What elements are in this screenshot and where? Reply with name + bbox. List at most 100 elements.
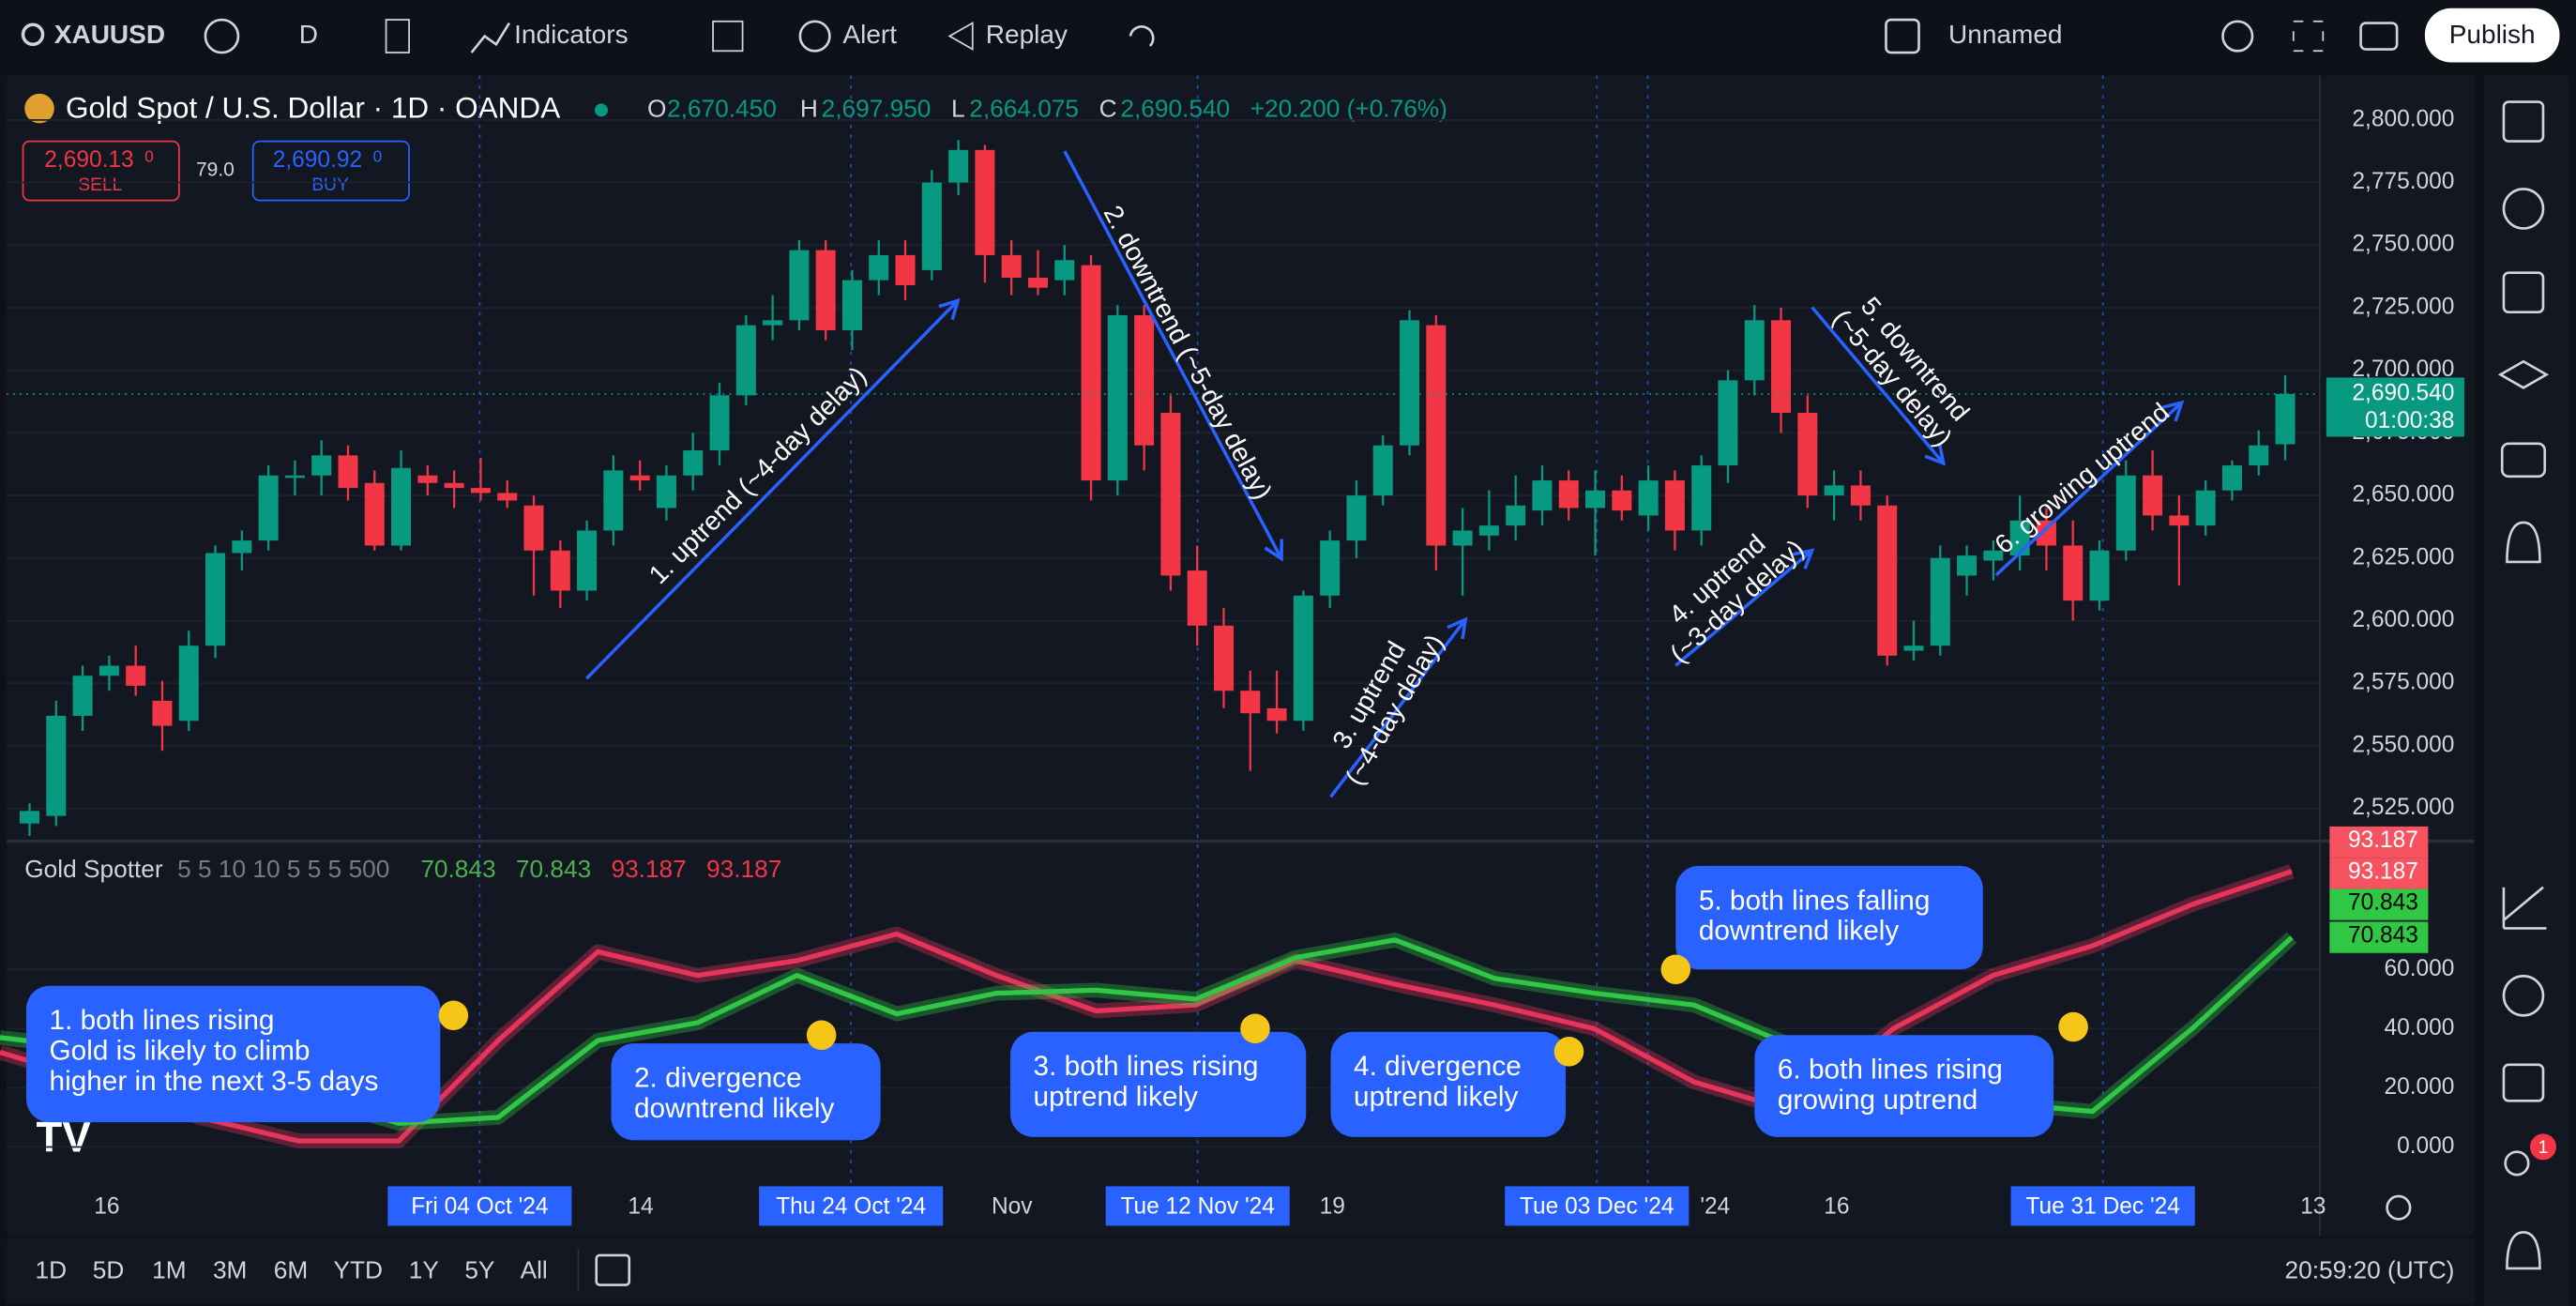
notifications-icon[interactable] <box>2506 521 2541 564</box>
countdown: 01:00:38 <box>2365 408 2454 433</box>
replay-button[interactable]: Replay <box>986 20 1068 49</box>
price-tick-label: 2,650.000 <box>2352 482 2454 508</box>
alerts-icon[interactable] <box>2502 188 2545 230</box>
range-button[interactable]: 1D <box>36 1255 68 1283</box>
publish-bg[interactable] <box>2424 8 2560 63</box>
legend-title: Gold Spot / U.S. Dollar · 1D · OANDA <box>66 91 560 125</box>
templates-icon[interactable] <box>712 20 744 53</box>
screener-icon[interactable] <box>2502 974 2545 1017</box>
arrow-head <box>1447 616 1468 640</box>
interval[interactable]: D <box>299 20 318 49</box>
candle-body <box>1266 707 1287 721</box>
candle-body <box>921 182 942 270</box>
range-button[interactable]: 5D <box>93 1255 125 1283</box>
candle-body <box>1426 325 1447 546</box>
arrow-head <box>1792 548 1815 569</box>
candle-body <box>444 482 464 489</box>
x-tick-label: Tue 12 Nov '24 <box>1120 1194 1274 1220</box>
x-tick-label: Tue 31 Dec '24 <box>2025 1194 2179 1220</box>
candle-body <box>1718 380 1738 466</box>
range-button[interactable]: YTD <box>334 1255 384 1283</box>
community-icon[interactable] <box>2504 1150 2530 1177</box>
annotation-arrow <box>584 299 960 680</box>
range-button[interactable]: 5Y <box>464 1255 494 1283</box>
range-button[interactable]: All <box>521 1255 548 1283</box>
price-tick-label: 2,550.000 <box>2352 732 2454 757</box>
candle-body <box>1903 645 1924 651</box>
candle-body <box>1797 413 1818 496</box>
annotation-arrow <box>1329 618 1467 798</box>
layout-name[interactable]: Unnamed <box>1948 20 2062 49</box>
x-tick-label: '24 <box>1700 1194 1730 1220</box>
candle-body <box>338 455 358 489</box>
indicator-tick-label: 0.000 <box>2397 1133 2454 1159</box>
x-tick-label: 14 <box>628 1194 653 1220</box>
date-highlight <box>759 1186 944 1226</box>
candle-body <box>1478 525 1499 536</box>
candle-body <box>178 645 199 721</box>
undo[interactable] <box>1129 25 1155 47</box>
watchlist-icon[interactable] <box>2502 100 2545 143</box>
calendar-icon[interactable] <box>2502 1063 2545 1102</box>
candle-body <box>46 715 67 816</box>
price-tag: 2,690.540 <box>2352 380 2454 405</box>
price-tick-label: 2,600.000 <box>2352 607 2454 632</box>
indicators-button[interactable]: Indicators <box>514 20 628 49</box>
sell-price: 2,690.13 <box>44 147 133 173</box>
range-button[interactable]: 1M <box>152 1255 186 1283</box>
value-tag: 70.843 <box>2348 923 2418 949</box>
range-button[interactable]: 3M <box>213 1255 247 1283</box>
symbol[interactable]: XAUUSD <box>54 20 165 49</box>
indicator-tick-label: 20.000 <box>2384 1074 2454 1100</box>
x-tick-label: 16 <box>94 1194 119 1220</box>
axis-settings[interactable] <box>2386 1194 2412 1221</box>
strategy-icon[interactable] <box>2502 886 2547 930</box>
add-symbol[interactable] <box>204 18 240 54</box>
x-tick-label: Thu 24 Oct '24 <box>776 1194 926 1220</box>
data-window-icon[interactable] <box>2502 271 2545 314</box>
value-tag: 93.187 <box>2348 858 2418 884</box>
fullscreen-icon[interactable] <box>2292 20 2325 53</box>
candle-body <box>2089 550 2110 601</box>
x-tick-label: Nov <box>992 1194 1033 1220</box>
date-highlight <box>387 1186 572 1226</box>
candle-body <box>1744 320 1765 381</box>
callout-text: growing uptrend <box>1778 1085 1977 1116</box>
sell-button[interactable] <box>22 140 180 202</box>
buy-button[interactable] <box>251 140 410 202</box>
chat-icon[interactable] <box>2500 442 2547 478</box>
candle-body <box>815 250 836 330</box>
candle-body <box>2249 445 2269 466</box>
candle-body <box>1664 480 1685 531</box>
candle-body <box>2169 515 2190 526</box>
indicator-value: 70.843 <box>420 855 495 883</box>
layout-icon[interactable] <box>1885 18 1920 54</box>
callout-text: 2. divergence <box>634 1062 802 1093</box>
candle-body <box>152 700 173 726</box>
date-highlight <box>1505 1186 1690 1226</box>
candle-body <box>948 149 969 183</box>
range-button[interactable]: 6M <box>274 1255 308 1283</box>
snapshot-icon[interactable] <box>2359 22 2399 51</box>
candle-body <box>2275 393 2296 445</box>
candle-body <box>1532 480 1553 511</box>
alert-button[interactable]: Alert <box>842 20 897 49</box>
help-icon[interactable] <box>2506 1231 2541 1270</box>
x-tick-label: 16 <box>1824 1194 1849 1220</box>
settings-icon[interactable] <box>2221 20 2254 53</box>
candle-body <box>1081 265 1101 481</box>
candle-body <box>20 811 40 824</box>
price-tick-label: 2,525.000 <box>2352 795 2454 820</box>
layers-icon[interactable] <box>2497 359 2550 389</box>
chart-type-icon[interactable] <box>385 19 410 53</box>
range-button[interactable]: 1Y <box>409 1255 439 1283</box>
callout-box <box>26 985 441 1123</box>
candle-body <box>1691 465 1712 531</box>
goto-date[interactable] <box>595 1253 631 1286</box>
search-icon[interactable] <box>21 23 45 47</box>
publish-button[interactable]: Publish <box>2449 20 2536 49</box>
sell-label: SELL <box>78 175 122 195</box>
candle-body <box>1001 254 1022 278</box>
x-tick-label: 13 <box>2300 1194 2326 1220</box>
